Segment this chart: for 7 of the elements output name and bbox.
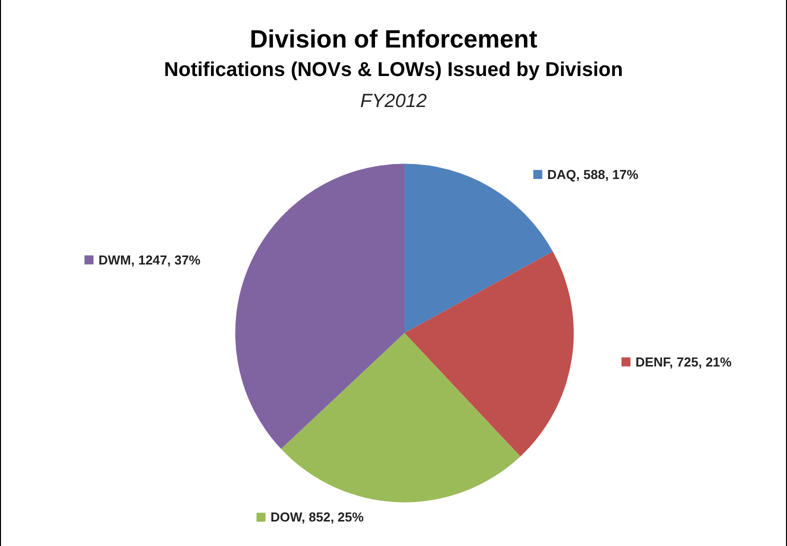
- legend-label: DWM, 1247, 37%: [98, 252, 201, 268]
- chart-subtitle: Notifications (NOVs & LOWs) Issued by Division: [164, 59, 623, 81]
- chart-title: Division of Enforcement: [250, 26, 538, 54]
- legend-label: DOW, 852, 25%: [270, 510, 364, 525]
- legend-label: DENF, 725, 21%: [635, 354, 732, 370]
- text: FY2012: [360, 91, 428, 112]
- legend-label: DAQ, 588, 17%: [547, 166, 639, 182]
